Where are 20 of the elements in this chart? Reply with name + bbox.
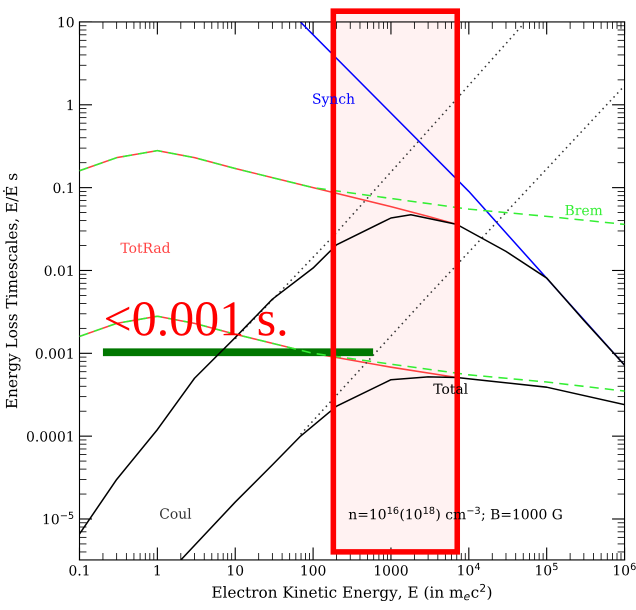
x-tick-label: 10$^{6}$ (614, 562, 636, 576)
y-tick-label: 0.1 (53, 182, 73, 194)
y-tick-label: 0.01 (44, 265, 73, 276)
y-tick-label: 0.0001 (26, 431, 73, 442)
y-tick-label: 10$^{−5}$ (44, 512, 74, 524)
text: Coul (160, 508, 192, 519)
x-tick-label: 10$^{5}$ (536, 562, 558, 576)
y-axis-title: Energy Loss Timescales, E/Ė s (3, 174, 20, 408)
text: TotRad (120, 242, 170, 254)
x-tick-label: 0.1 (69, 565, 89, 576)
annotation: Brem (565, 205, 602, 216)
x-tick-label: 100 (302, 565, 326, 576)
x-axis-title: Electron Kinetic Energy, E (in m$_{e}$c$^{2}$) (212, 584, 492, 602)
x-tick-label: 1 (154, 565, 160, 576)
y-tick-label: 0.001 (36, 348, 73, 359)
x-tick-label: 1000 (374, 565, 408, 576)
y-tick-label: 1 (67, 100, 73, 110)
x-tick-label: 10 (228, 565, 244, 576)
x-tick-label: 10$^{4}$ (458, 562, 480, 576)
y-tick-label: 10 (58, 16, 74, 28)
